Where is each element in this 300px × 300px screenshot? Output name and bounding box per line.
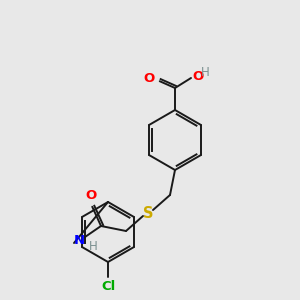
Text: N: N: [74, 235, 85, 248]
Text: O: O: [85, 189, 97, 202]
Text: H: H: [201, 65, 210, 79]
Text: S: S: [143, 206, 153, 220]
Text: H: H: [89, 239, 98, 253]
Text: O: O: [144, 73, 155, 85]
Text: Cl: Cl: [101, 280, 115, 293]
Text: O: O: [192, 70, 203, 83]
